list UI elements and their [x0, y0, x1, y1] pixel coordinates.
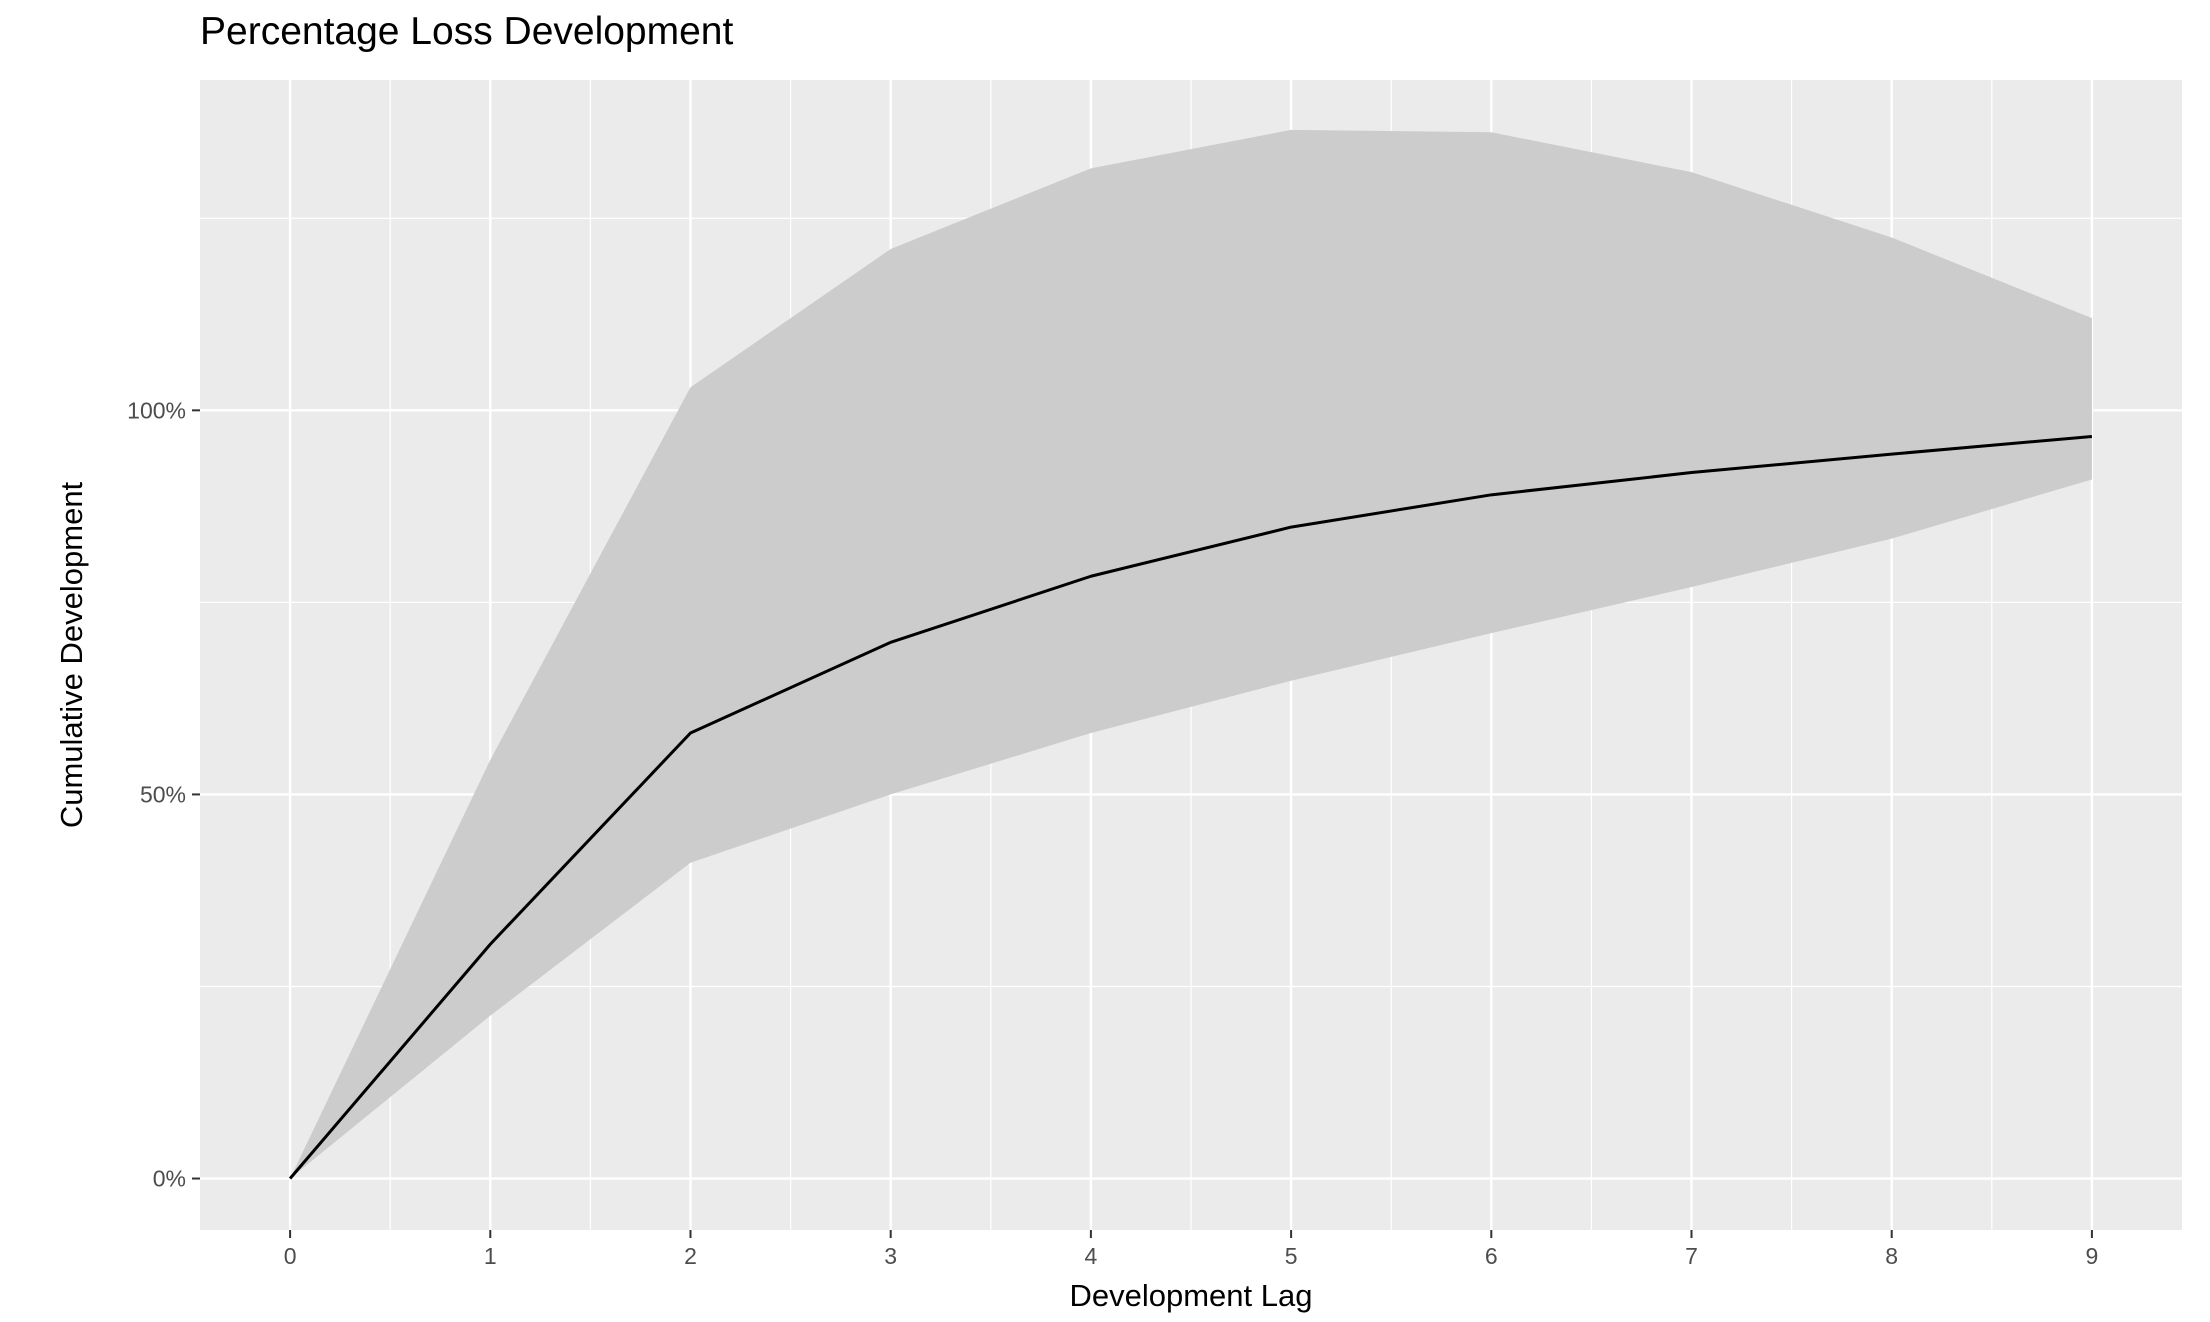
- x-axis: 0 1 2 3 4 5 6 7 8 9: [284, 1230, 2099, 1269]
- data-point: [1288, 524, 1294, 530]
- y-tick-label: 100%: [127, 397, 186, 423]
- data-point: [888, 639, 894, 645]
- data-point: [2089, 433, 2095, 439]
- x-tick-label: 4: [1085, 1243, 1098, 1269]
- x-tick-label: 9: [2086, 1243, 2099, 1269]
- x-axis-title: Development Lag: [1070, 1278, 1313, 1313]
- x-tick-label: 2: [684, 1243, 697, 1269]
- data-point: [1088, 573, 1094, 579]
- data-point: [1689, 470, 1695, 476]
- x-tick-label: 8: [1885, 1243, 1898, 1269]
- x-tick-label: 3: [884, 1243, 897, 1269]
- y-axis-title: Cumulative Development: [54, 481, 89, 828]
- x-tick-label: 1: [484, 1243, 497, 1269]
- y-tick-label: 50%: [140, 781, 186, 807]
- data-point: [687, 730, 693, 736]
- x-tick-label: 6: [1485, 1243, 1498, 1269]
- series-line: [288, 434, 2093, 1180]
- data-point: [1488, 492, 1494, 498]
- chart-title: Percentage Loss Development: [200, 10, 734, 53]
- data-point: [487, 941, 493, 947]
- data-point: [1889, 451, 1895, 457]
- y-axis: 0% 50% 100%: [127, 397, 200, 1192]
- x-tick-label: 7: [1685, 1243, 1698, 1269]
- x-tick-label: 0: [284, 1243, 297, 1269]
- confidence-band: [290, 129, 2092, 1179]
- data-point: [287, 1176, 293, 1182]
- x-tick-label: 5: [1285, 1243, 1298, 1269]
- y-tick-label: 0%: [153, 1166, 186, 1192]
